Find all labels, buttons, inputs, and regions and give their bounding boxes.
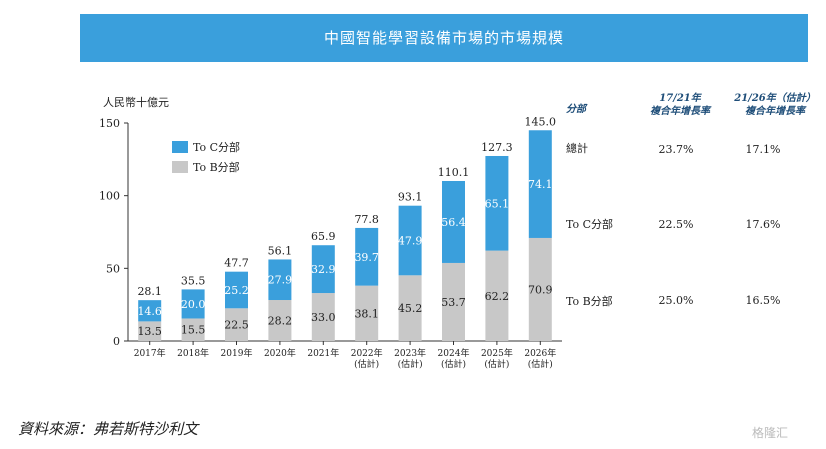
legend-item-tob: To B分部 <box>172 158 240 176</box>
data-label-total: 47.7 <box>224 257 249 270</box>
bar-toc <box>311 245 335 294</box>
x-tick-label: (估計) <box>528 358 553 370</box>
bar-tob <box>485 250 509 341</box>
data-label-toc: 65.1 <box>485 197 510 210</box>
x-tick-label: 2026年 <box>524 347 556 359</box>
data-label-total: 93.1 <box>398 191 423 204</box>
table-cell-tob-2126: 16.5% <box>745 294 781 307</box>
legend-label-toc: To C分部 <box>193 141 241 154</box>
data-label-total: 127.3 <box>481 141 513 154</box>
legend: To C分部 To B分部 <box>172 138 240 178</box>
y-tick-label: 50 <box>106 262 120 275</box>
legend-label-tob: To B分部 <box>193 161 240 174</box>
table-cell-total-1721: 23.7% <box>658 143 694 156</box>
x-tick-label: 2017年 <box>134 347 166 359</box>
table-header-segment: 分部 <box>566 104 586 115</box>
data-label-tob: 13.5 <box>137 325 162 338</box>
data-label-total: 56.1 <box>268 244 293 257</box>
bar-toc <box>138 300 162 322</box>
legend-swatch-tob <box>172 161 188 173</box>
table-header-col1-metric: 複合年增長率 <box>650 106 710 117</box>
table-row-label-toc: To C分部 <box>566 218 614 231</box>
data-label-tob: 38.1 <box>354 307 379 320</box>
data-label-tob: 33.0 <box>311 311 336 324</box>
table-cell-tob-1721: 25.0% <box>658 294 694 307</box>
bar-toc <box>442 180 465 263</box>
data-label-tob: 70.9 <box>528 283 553 296</box>
table-row-label-tob: To B分部 <box>566 295 613 308</box>
bar-tob <box>355 285 379 341</box>
y-tick-label: 0 <box>113 335 120 348</box>
legend-swatch-toc <box>172 141 188 153</box>
data-label-toc: 39.7 <box>354 251 379 264</box>
bar-toc <box>485 155 509 251</box>
legend-item-toc: To C分部 <box>172 138 240 156</box>
data-label-total: 77.8 <box>354 213 379 226</box>
watermark: 格隆汇 <box>752 426 789 440</box>
bar-toc <box>398 205 422 276</box>
table-header-col1-period: 17/21年 <box>659 93 701 104</box>
table-cell-toc-1721: 22.5% <box>658 218 694 231</box>
x-tick-label: 2018年 <box>177 347 209 359</box>
data-label-total: 35.5 <box>181 274 206 287</box>
x-tick-label: 2020年 <box>264 347 296 359</box>
bar-tob <box>442 262 465 341</box>
x-tick-label: 2021年 <box>307 347 339 359</box>
table-header-col2-metric: 複合年增長率 <box>745 106 805 117</box>
data-label-toc: 56.4 <box>441 216 466 229</box>
x-tick-label: (估計) <box>484 358 509 370</box>
data-label-toc: 14.6 <box>137 305 162 318</box>
data-label-tob: 15.5 <box>181 324 206 337</box>
data-label-total: 65.9 <box>311 230 336 243</box>
bar-toc <box>528 130 552 238</box>
table-cell-total-2126: 17.1% <box>745 143 781 156</box>
x-tick-label: (估計) <box>354 358 379 370</box>
y-tick-label: 100 <box>99 190 120 203</box>
x-tick-label: 2022年 <box>351 347 383 359</box>
x-tick-label: 2019年 <box>221 347 253 359</box>
source-note: 資料來源：弗若斯特沙利文 <box>18 420 199 438</box>
x-tick-label: 2023年 <box>394 347 426 359</box>
bar-tob <box>398 275 422 341</box>
table-header-col1: 17/21年 複合年增長率 <box>630 92 730 118</box>
data-label-tob: 53.7 <box>441 296 466 309</box>
title-banner: 中國智能學習設備市場的市場規模 <box>80 14 808 62</box>
bar-tob <box>311 293 335 341</box>
bar-tob <box>528 237 552 341</box>
data-label-toc: 25.2 <box>224 284 249 297</box>
data-label-tob: 22.5 <box>224 319 249 332</box>
bar-tob <box>225 308 248 341</box>
bar-tob <box>181 318 205 341</box>
data-label-total: 145.0 <box>525 115 557 128</box>
x-tick-label: 2024年 <box>438 347 470 359</box>
data-label-toc: 20.0 <box>181 298 206 311</box>
bar-toc <box>355 227 379 286</box>
y-tick-label: 150 <box>99 117 120 130</box>
data-label-total: 110.1 <box>438 166 470 179</box>
data-label-toc: 47.9 <box>398 235 423 248</box>
x-tick-label: 2025年 <box>481 347 513 359</box>
bar-tob <box>138 321 162 341</box>
data-label-tob: 45.2 <box>398 302 423 315</box>
data-label-toc: 27.9 <box>268 274 293 287</box>
x-tick-label: (估計) <box>398 358 423 370</box>
data-label-total: 28.1 <box>137 285 162 298</box>
bar-toc <box>225 271 248 309</box>
data-label-toc: 32.9 <box>311 263 336 276</box>
table-header-col2: 21/26年（估計） 複合年增長率 <box>720 92 826 118</box>
bar-toc <box>268 259 292 301</box>
x-tick-label: (估計) <box>441 358 466 370</box>
bar-toc <box>181 289 205 319</box>
data-label-toc: 74.1 <box>528 178 553 191</box>
data-label-tob: 62.2 <box>485 290 510 303</box>
chart-title: 中國智能學習設備市場的市場規模 <box>323 29 564 47</box>
table-row-label-total: 總計 <box>566 142 588 155</box>
data-label-tob: 28.2 <box>268 315 293 328</box>
table-header-col2-period: 21/26年（估計） <box>734 93 816 104</box>
bar-tob <box>268 300 292 341</box>
y-axis-unit-label: 人民幣十億元 <box>103 96 169 109</box>
table-cell-toc-2126: 17.6% <box>745 218 781 231</box>
